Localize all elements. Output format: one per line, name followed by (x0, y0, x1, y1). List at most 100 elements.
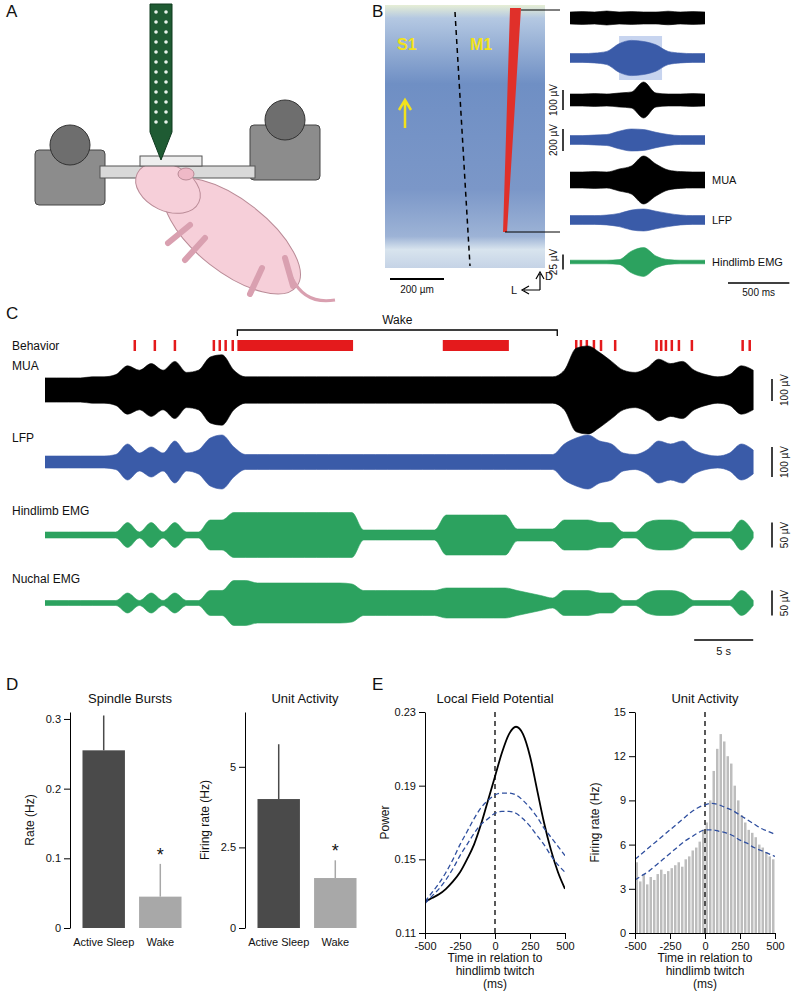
figure: ABCDES1M1200 µmDL100 µV200 µVMUALFPHindl… (0, 0, 800, 998)
histogram-bar (685, 859, 688, 933)
electrode-site (154, 60, 158, 64)
tick: 15 (614, 706, 635, 718)
tick: Active Sleep (73, 928, 134, 948)
line-series (635, 830, 775, 880)
compass-label: L (511, 284, 517, 296)
chart-title: Spindle Bursts (88, 691, 172, 706)
tick-label: -250 (659, 940, 681, 952)
tick-label: Wake (146, 936, 174, 948)
electrode-site (164, 100, 168, 104)
bar (82, 750, 124, 928)
tick-label: Active Sleep (248, 936, 309, 948)
recording-c: WakeBehaviorMUA100 µVLFP100 µVHindlimb E… (12, 313, 790, 657)
electrode-site (154, 80, 158, 84)
tick-label: 0 (230, 922, 236, 934)
histogram-bar (755, 837, 758, 933)
tick-label: 3 (620, 883, 626, 895)
error-bar (160, 864, 162, 897)
electrode-site (164, 110, 168, 114)
tick: 0.11 (395, 927, 425, 939)
histogram-bar (671, 868, 674, 933)
tick-label: 0.3 (46, 713, 61, 725)
tick-mark (705, 933, 706, 939)
tick-label: 0.1 (46, 852, 61, 864)
scale-bar (562, 129, 564, 151)
tick: 0.19 (395, 780, 425, 792)
tick: 3 (620, 883, 635, 895)
tick-label: 0 (702, 940, 708, 952)
panel-label: D (6, 675, 18, 694)
behavior-event (224, 340, 227, 351)
behavior-event (748, 340, 751, 351)
behavior-event (691, 340, 694, 351)
tick-mark (629, 756, 635, 757)
histogram-chart: 03691215-500-2500250500Unit ActivityFiri… (588, 691, 785, 991)
tick: 5 (230, 761, 245, 773)
histogram-bar (762, 848, 765, 933)
trace (45, 581, 753, 626)
behavior-event (678, 340, 681, 351)
tick: 500 (556, 933, 574, 952)
trace-label: LFP (12, 431, 34, 445)
trace-label: Nuchal EMG (12, 572, 80, 586)
bar (314, 878, 356, 928)
tick-mark (425, 933, 426, 939)
scale-bar-label: 100 µV (779, 374, 790, 406)
annotation: * (157, 845, 164, 865)
histogram-bar (650, 877, 653, 933)
tick-label: 250 (731, 940, 749, 952)
tick: 0 (702, 933, 708, 952)
error-bar (278, 744, 280, 799)
scale-bar (771, 447, 773, 477)
histogram-bar (678, 862, 681, 933)
knob-right (265, 100, 305, 140)
axis-line (75, 928, 191, 929)
scale-bar-label: 5 s (716, 645, 731, 657)
histogram-bar (758, 845, 761, 933)
trace-label: LFP (712, 214, 732, 226)
behavior-event (134, 340, 137, 351)
trace (570, 248, 705, 277)
histogram-bar (681, 867, 684, 933)
tick: 0 (620, 927, 635, 939)
electrode-site (164, 70, 168, 74)
histogram-bar (723, 741, 726, 933)
trace (570, 156, 705, 204)
trace (570, 209, 705, 231)
tick-mark (419, 859, 425, 860)
line-series (635, 803, 775, 859)
bars (82, 715, 181, 928)
histogram-bar (744, 823, 747, 934)
histogram-bar (643, 874, 646, 933)
x-axis-title: Time in relation to (448, 951, 543, 965)
histogram-bar (716, 749, 719, 933)
trace (570, 11, 705, 25)
tick-mark (64, 789, 70, 790)
histogram-bar (702, 830, 705, 933)
tick-label: 0.23 (395, 706, 416, 718)
tick-label: 0.19 (395, 780, 416, 792)
tick: 0.2 (46, 783, 70, 795)
tick-mark (495, 933, 496, 939)
pup-legs (168, 225, 293, 294)
x-axis: Active Sleep Wake (73, 928, 190, 948)
electrode-site (154, 10, 158, 14)
behavior-event (600, 340, 603, 351)
tick-label: 500 (556, 940, 574, 952)
tick-label: 0.2 (46, 783, 61, 795)
tick: 0.1 (46, 852, 70, 864)
electrode-site (154, 40, 158, 44)
scale-bar (694, 639, 753, 641)
compass (522, 272, 544, 294)
behavior-event (660, 340, 663, 351)
tick-label: Wake (321, 936, 349, 948)
tick: 250 (731, 933, 749, 952)
tick-label: 0.11 (395, 927, 416, 939)
tick-mark (239, 928, 245, 929)
tick-mark (629, 933, 635, 934)
bars (257, 744, 356, 928)
electrode-site (164, 10, 168, 14)
behavior-event (741, 340, 744, 351)
behavior-event (614, 340, 617, 351)
histogram-bar (667, 871, 670, 933)
